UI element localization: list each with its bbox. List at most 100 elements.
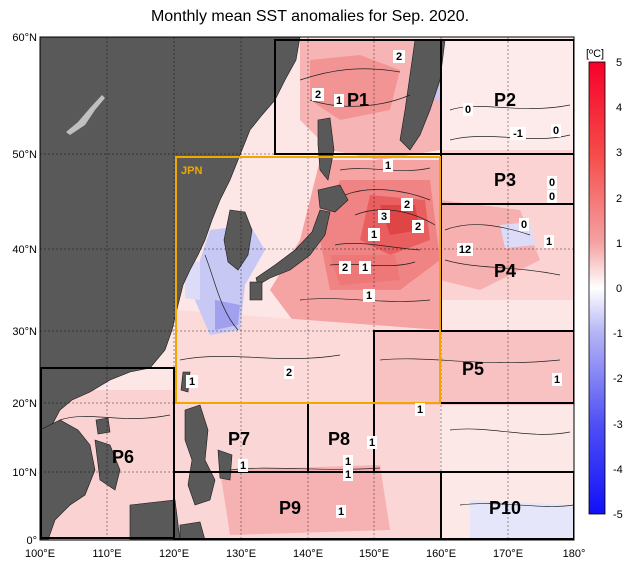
lat-label: 0° — [26, 535, 37, 547]
svg-text:1: 1 — [371, 229, 377, 241]
lat-label: 50°N — [12, 149, 37, 161]
contour-label: 1 — [238, 459, 248, 472]
svg-text:1: 1 — [385, 160, 391, 172]
region-label-p5: P5 — [462, 359, 484, 379]
contour-label: 1 — [334, 94, 344, 107]
contour-label: 12 — [457, 243, 473, 256]
svg-text:1: 1 — [366, 290, 372, 302]
region-label-p10: P10 — [489, 498, 521, 518]
region-label-p2: P2 — [494, 90, 516, 110]
svg-text:1: 1 — [240, 460, 246, 472]
svg-text:0: 0 — [549, 177, 555, 189]
contour-label: 1 — [359, 261, 371, 274]
region-label-p9: P9 — [279, 498, 301, 518]
svg-text:2: 2 — [404, 199, 410, 211]
lon-label: 170°E — [493, 548, 523, 560]
contour-label: 1 — [343, 455, 353, 468]
contour-label: 1 — [343, 468, 353, 481]
svg-text:2: 2 — [286, 367, 292, 379]
contour-label: 3 — [378, 210, 390, 223]
region-label-p8: P8 — [328, 429, 350, 449]
colorbar-tick: -4 — [613, 464, 623, 476]
region-label-p7: P7 — [228, 429, 250, 449]
contour-label: 0 — [551, 124, 561, 137]
region-label-p6: P6 — [112, 447, 134, 467]
map-title: Monthly mean SST anomalies for Sep. 2020… — [150, 8, 470, 25]
svg-text:2: 2 — [315, 89, 321, 101]
svg-text:1: 1 — [345, 469, 351, 481]
svg-text:1: 1 — [362, 262, 368, 274]
svg-text:0: 0 — [521, 219, 527, 231]
colorbar-tick: -1 — [613, 328, 623, 340]
colorbar-unit: [ºC] — [586, 48, 604, 60]
svg-text:1: 1 — [345, 456, 351, 468]
colorbar-tick: 5 — [616, 57, 622, 69]
contour-label: 2 — [401, 198, 413, 211]
contour-label: 0 — [463, 103, 473, 116]
lat-label: 60°N — [12, 32, 37, 44]
svg-text:1: 1 — [336, 95, 342, 107]
lon-label: 120°E — [159, 548, 189, 560]
svg-text:1: 1 — [369, 437, 375, 449]
contour-label: 1 — [383, 159, 393, 172]
colorbar-tick: 1 — [616, 238, 622, 250]
contour-label: 2 — [339, 261, 351, 274]
contour-label: 0 — [547, 176, 557, 189]
lon-label: 100°E — [25, 548, 55, 560]
contour-label: 1 — [336, 505, 346, 518]
colorbar-tick: 3 — [616, 147, 622, 159]
lon-label: 160°E — [426, 548, 456, 560]
svg-text:1: 1 — [417, 404, 423, 416]
region-label-p1: P1 — [347, 90, 369, 110]
contour-label: 2 — [393, 50, 405, 63]
colorbar: [ºC] 5 4 3 2 1 0 -1 -2 -3 -4 -5 — [586, 48, 623, 521]
colorbar-tick: 4 — [616, 102, 622, 114]
svg-text:12: 12 — [459, 244, 471, 256]
colorbar-tick: 0 — [616, 283, 622, 295]
contour-label: 2 — [412, 220, 424, 233]
svg-text:2: 2 — [415, 221, 421, 233]
svg-text:1: 1 — [338, 506, 344, 518]
map-frame — [39, 36, 575, 541]
lat-label: 10°N — [12, 467, 37, 479]
svg-text:0: 0 — [553, 125, 559, 137]
svg-text:-1: -1 — [513, 128, 523, 140]
svg-text:1: 1 — [554, 374, 560, 386]
lon-label: 150°E — [359, 548, 389, 560]
colorbar-scale — [588, 61, 606, 515]
contour-value-labels: 2 2 1 0 -1 0 1 0 0 2 3 2 1 0 1 12 1 2 1 … — [186, 50, 562, 518]
contour-label: 1 — [368, 228, 380, 241]
svg-text:1: 1 — [189, 376, 195, 388]
region-label-p3: P3 — [494, 170, 516, 190]
contour-label: -1 — [510, 127, 526, 140]
lat-label: 40°N — [12, 244, 37, 256]
contour-label: 2 — [312, 88, 324, 101]
contour-label: 1 — [367, 436, 377, 449]
colorbar-tick: -3 — [613, 419, 623, 431]
land-masses — [40, 37, 446, 540]
lon-label: 180° — [563, 548, 586, 560]
lon-label: 140°E — [293, 548, 323, 560]
colorbar-tick: -5 — [613, 509, 623, 521]
svg-text:1: 1 — [546, 236, 552, 248]
contour-label: 1 — [552, 373, 562, 386]
svg-text:0: 0 — [549, 191, 555, 203]
svg-text:0: 0 — [465, 104, 471, 116]
svg-text:3: 3 — [381, 211, 387, 223]
lon-label: 130°E — [226, 548, 256, 560]
svg-text:2: 2 — [396, 51, 402, 63]
contour-label: 1 — [186, 375, 198, 388]
contour-label: 0 — [547, 190, 557, 203]
region-label-jpn: JPN — [181, 165, 202, 177]
svg-text:2: 2 — [342, 262, 348, 274]
contour-label: 1 — [544, 235, 554, 248]
contour-label: 1 — [415, 403, 425, 416]
jpn-region-box — [175, 156, 441, 404]
region-label-p4: P4 — [494, 261, 516, 281]
lakes — [66, 95, 105, 135]
lat-label: 30°N — [12, 326, 37, 338]
colorbar-tick: -2 — [613, 373, 623, 385]
colorbar-tick: 2 — [616, 193, 622, 205]
contour-label: 1 — [363, 289, 375, 302]
